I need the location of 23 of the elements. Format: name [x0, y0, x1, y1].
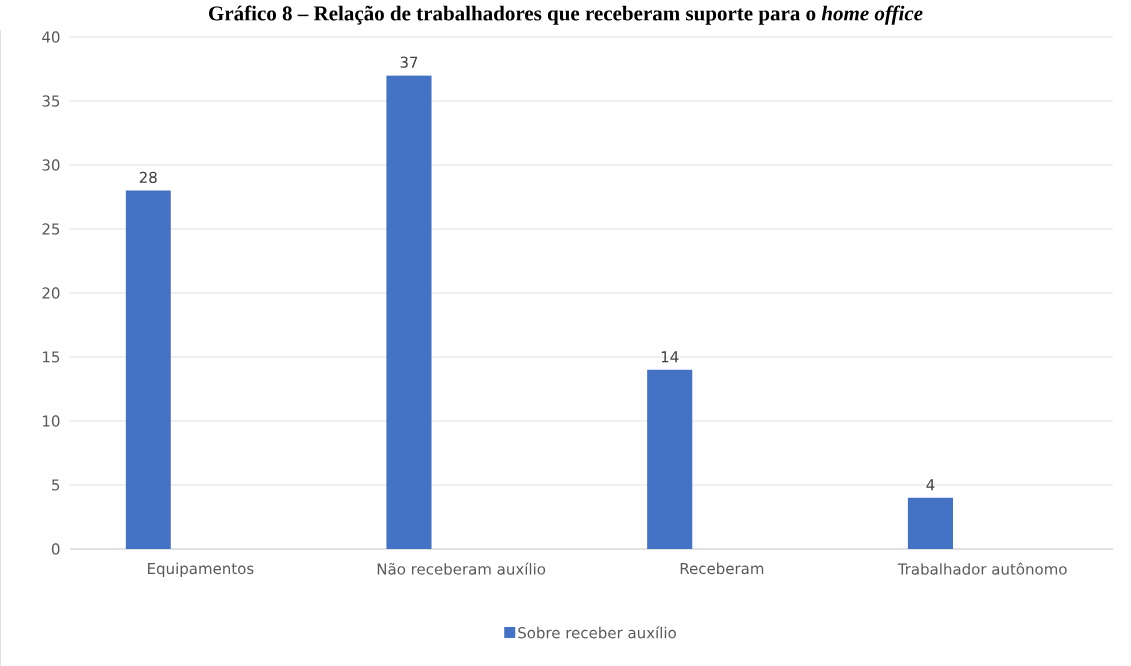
legend-label: Sobre receber auxílio — [518, 626, 676, 639]
y-tick-label: 5 — [52, 479, 60, 491]
data-label: 4 — [926, 479, 935, 491]
bar — [386, 75, 432, 549]
chart-title: Gráfico 8 – Relação de trabalhadores que receberam suporte para o home office — [209, 5, 923, 25]
y-tick-label: 20 — [42, 287, 60, 299]
y-tick-label: 10 — [43, 415, 60, 427]
data-label: 14 — [661, 351, 679, 363]
y-tick-label: 30 — [42, 159, 60, 171]
data-label: 28 — [139, 171, 157, 183]
y-tick-label: 15 — [43, 351, 60, 363]
x-tick-label: Equipamentos — [148, 562, 254, 577]
data-label: 37 — [400, 56, 418, 68]
x-tick-label: Não receberam auxílio — [377, 562, 546, 575]
x-tick-label: Receberam — [680, 562, 764, 574]
y-tick-label: 0 — [51, 543, 60, 555]
y-tick-label: 25 — [42, 223, 60, 235]
x-tick-label: Trabalhador autônomo — [897, 562, 1067, 575]
y-tick-label: 35 — [42, 95, 60, 107]
bar — [907, 497, 954, 549]
bar — [125, 190, 171, 549]
y-tick-label: 40 — [42, 31, 60, 43]
bar — [647, 369, 693, 549]
